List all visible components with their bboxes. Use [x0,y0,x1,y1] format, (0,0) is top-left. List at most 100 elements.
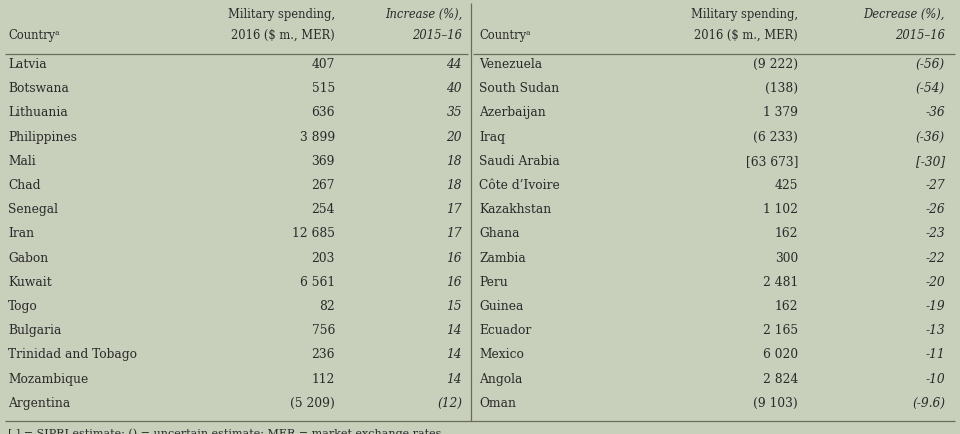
Text: Kuwait: Kuwait [8,276,52,289]
Text: -23: -23 [925,227,945,240]
Text: 12 685: 12 685 [292,227,335,240]
Text: Trinidad and Tobago: Trinidad and Tobago [8,349,137,362]
Text: 82: 82 [320,300,335,313]
Text: (-54): (-54) [916,82,945,95]
Text: Botswana: Botswana [8,82,69,95]
Text: 236: 236 [311,349,335,362]
Text: Mexico: Mexico [479,349,524,362]
Text: 1 379: 1 379 [763,106,798,119]
Text: Ecuador: Ecuador [479,324,531,337]
Text: 2015–16: 2015–16 [895,29,945,42]
Text: 2016 ($ m., MER): 2016 ($ m., MER) [694,29,798,42]
Text: 425: 425 [775,179,798,192]
Text: 162: 162 [775,227,798,240]
Text: Ghana: Ghana [479,227,519,240]
Text: (9 222): (9 222) [753,58,798,71]
Text: (6 233): (6 233) [754,131,798,144]
Text: 203: 203 [312,252,335,265]
Text: 2016 ($ m., MER): 2016 ($ m., MER) [231,29,335,42]
Text: 2 165: 2 165 [763,324,798,337]
Text: Côte d’Ivoire: Côte d’Ivoire [479,179,560,192]
Text: -27: -27 [925,179,945,192]
Text: 44: 44 [446,58,462,71]
Text: 6 561: 6 561 [300,276,335,289]
Text: Guinea: Guinea [479,300,523,313]
Text: 2 481: 2 481 [763,276,798,289]
Text: 20: 20 [446,131,462,144]
Text: 756: 756 [312,324,335,337]
Text: Kazakhstan: Kazakhstan [479,203,551,216]
Text: Togo: Togo [8,300,37,313]
Text: Zambia: Zambia [479,252,526,265]
Text: Oman: Oman [479,397,516,410]
Text: -11: -11 [925,349,945,362]
Text: Military spending,: Military spending, [228,8,335,21]
Text: Gabon: Gabon [8,252,48,265]
Text: -26: -26 [925,203,945,216]
Text: 16: 16 [446,276,462,289]
Text: Philippines: Philippines [8,131,77,144]
Text: -20: -20 [925,276,945,289]
Text: [63 673]: [63 673] [746,155,798,168]
Text: Military spending,: Military spending, [691,8,798,21]
Text: Lithuania: Lithuania [8,106,68,119]
Text: -22: -22 [925,252,945,265]
Text: Chad: Chad [8,179,40,192]
Text: (-56): (-56) [916,58,945,71]
Text: Argentina: Argentina [8,397,70,410]
Text: 369: 369 [311,155,335,168]
Text: Latvia: Latvia [8,58,47,71]
Text: South Sudan: South Sudan [479,82,560,95]
Text: -10: -10 [925,373,945,385]
Text: Peru: Peru [479,276,508,289]
Text: -13: -13 [925,324,945,337]
Text: Azerbaijan: Azerbaijan [479,106,545,119]
Text: [-30]: [-30] [916,155,945,168]
Text: Saudi Arabia: Saudi Arabia [479,155,560,168]
Text: Increase (%),: Increase (%), [385,8,462,21]
Text: (-36): (-36) [916,131,945,144]
Text: 162: 162 [775,300,798,313]
Text: (9 103): (9 103) [754,397,798,410]
Text: Mali: Mali [8,155,36,168]
Text: 17: 17 [446,227,462,240]
Text: 18: 18 [446,155,462,168]
Text: Angola: Angola [479,373,522,385]
Text: 14: 14 [446,324,462,337]
Text: 2 824: 2 824 [762,373,798,385]
Text: (138): (138) [765,82,798,95]
Text: Countryᵃ: Countryᵃ [479,29,531,42]
Text: 16: 16 [446,252,462,265]
Text: 17: 17 [446,203,462,216]
Text: (12): (12) [437,397,462,410]
Text: Senegal: Senegal [8,203,58,216]
Text: 112: 112 [312,373,335,385]
Text: 18: 18 [446,179,462,192]
Text: Iran: Iran [8,227,35,240]
Text: 35: 35 [446,106,462,119]
Text: 1 102: 1 102 [763,203,798,216]
Text: (-9.6): (-9.6) [912,397,945,410]
Text: Iraq: Iraq [479,131,505,144]
Text: [ ] = SIPRI estimate; () = uncertain estimate; MER = market exchange rates.: [ ] = SIPRI estimate; () = uncertain est… [8,428,444,434]
Text: Countryᵃ: Countryᵃ [8,29,60,42]
Text: Decrease (%),: Decrease (%), [864,8,945,21]
Text: 3 899: 3 899 [300,131,335,144]
Text: Bulgaria: Bulgaria [8,324,61,337]
Text: 6 020: 6 020 [763,349,798,362]
Text: 515: 515 [312,82,335,95]
Text: 14: 14 [446,349,462,362]
Text: 40: 40 [446,82,462,95]
Text: -36: -36 [925,106,945,119]
Text: (5 209): (5 209) [290,397,335,410]
Text: Venezuela: Venezuela [479,58,542,71]
Text: -19: -19 [925,300,945,313]
Text: 407: 407 [312,58,335,71]
Text: 636: 636 [311,106,335,119]
Text: 14: 14 [446,373,462,385]
Text: 267: 267 [311,179,335,192]
Text: 2015–16: 2015–16 [412,29,462,42]
Text: 15: 15 [446,300,462,313]
Text: Mozambique: Mozambique [8,373,88,385]
Text: 300: 300 [775,252,798,265]
